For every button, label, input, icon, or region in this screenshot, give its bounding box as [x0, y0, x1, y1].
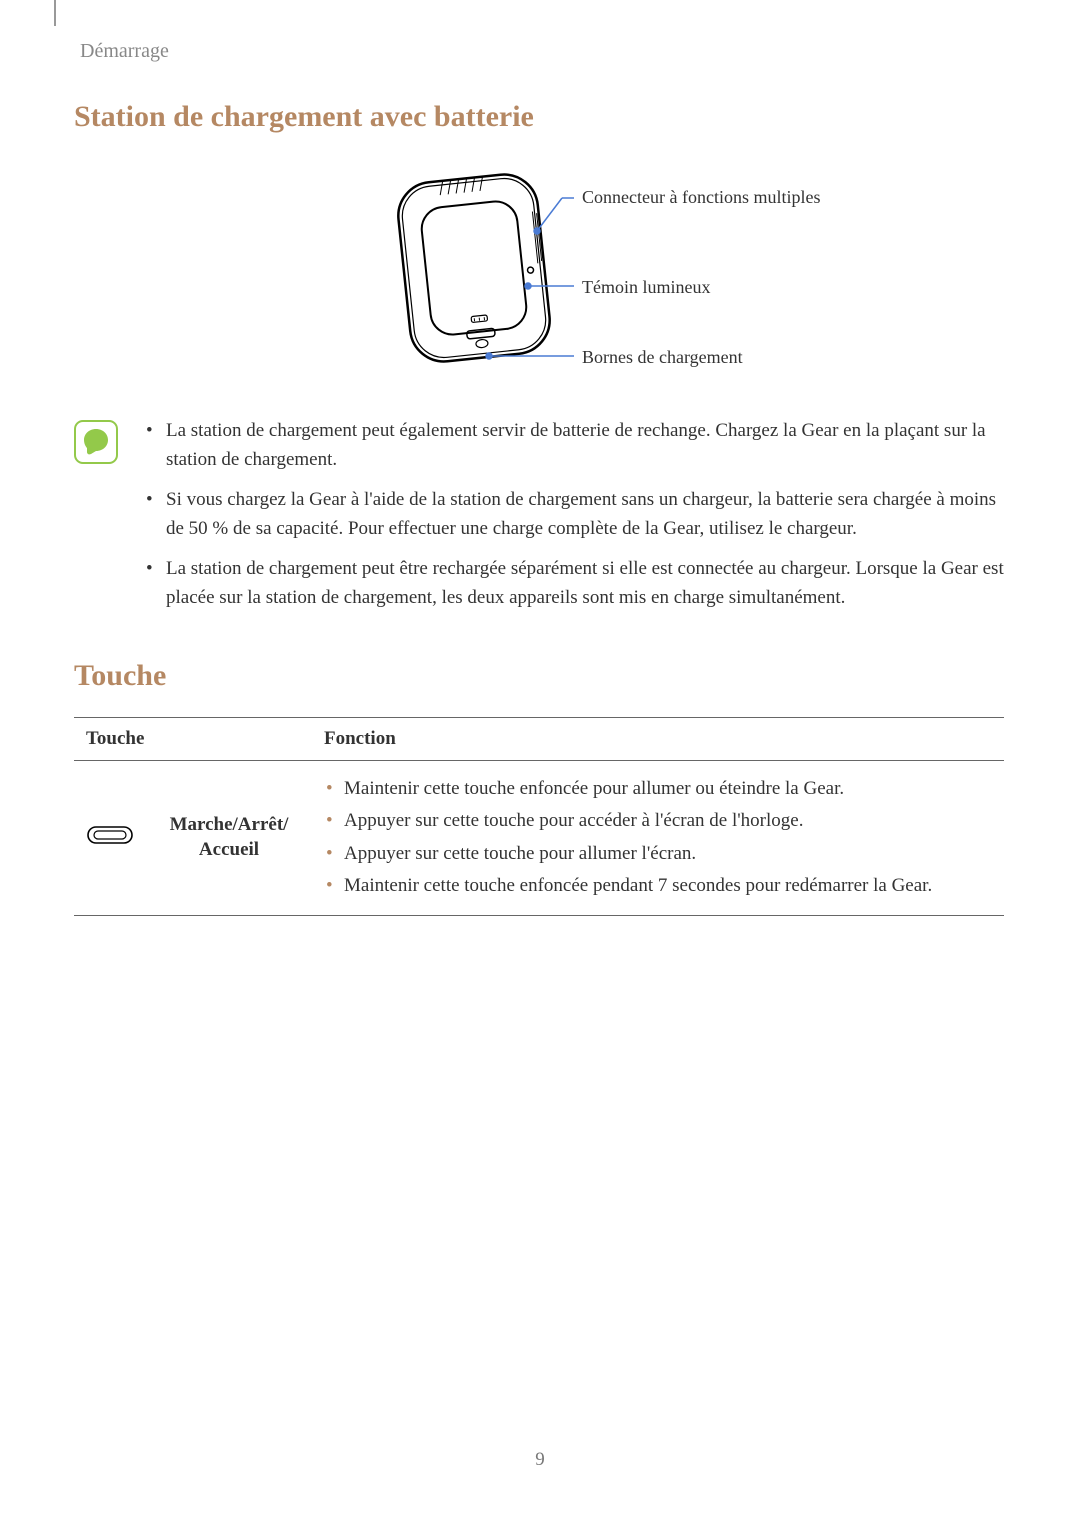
function-item: Maintenir cette touche enfoncée pendant …	[320, 872, 996, 901]
page-number: 9	[0, 1449, 1080, 1471]
page-content: Station de chargement avec batterie	[74, 100, 1004, 916]
touche-table: Touche Fonction Marche/Arrêt/Accueil Mai…	[74, 717, 1004, 916]
callout-connector: Connecteur à fonctions multiples	[582, 186, 820, 209]
power-button-icon	[74, 760, 146, 915]
function-item: Maintenir cette touche enfoncée pour all…	[320, 775, 996, 804]
note-item: Si vous chargez la Gear à l'aide de la s…	[138, 485, 1004, 544]
dock-illustration	[374, 158, 574, 378]
table-header-touche: Touche	[74, 717, 312, 760]
note-item: La station de chargement peut également …	[138, 416, 1004, 475]
function-item: Appuyer sur cette touche pour accéder à …	[320, 807, 996, 836]
function-item: Appuyer sur cette touche pour allumer l'…	[320, 840, 996, 869]
charging-dock-diagram: Connecteur à fonctions multiples Témoin …	[74, 158, 1004, 394]
notes-block: La station de chargement peut également …	[74, 416, 1004, 623]
note-item: La station de chargement peut être recha…	[138, 554, 1004, 613]
page-margin-rule	[54, 0, 56, 26]
button-functions-cell: Maintenir cette touche enfoncée pour all…	[312, 760, 1004, 915]
table-row: Marche/Arrêt/Accueil Maintenir cette tou…	[74, 760, 1004, 915]
button-name: Marche/Arrêt/Accueil	[146, 760, 312, 915]
section1-title: Station de chargement avec batterie	[74, 100, 1004, 134]
section2-title: Touche	[74, 659, 1004, 693]
callout-led: Témoin lumineux	[582, 276, 710, 299]
header-section-name: Démarrage	[80, 40, 169, 63]
note-icon	[74, 420, 118, 623]
callout-terminals: Bornes de chargement	[582, 346, 743, 369]
table-header-fonction: Fonction	[312, 717, 1004, 760]
notes-list: La station de chargement peut également …	[138, 416, 1004, 623]
